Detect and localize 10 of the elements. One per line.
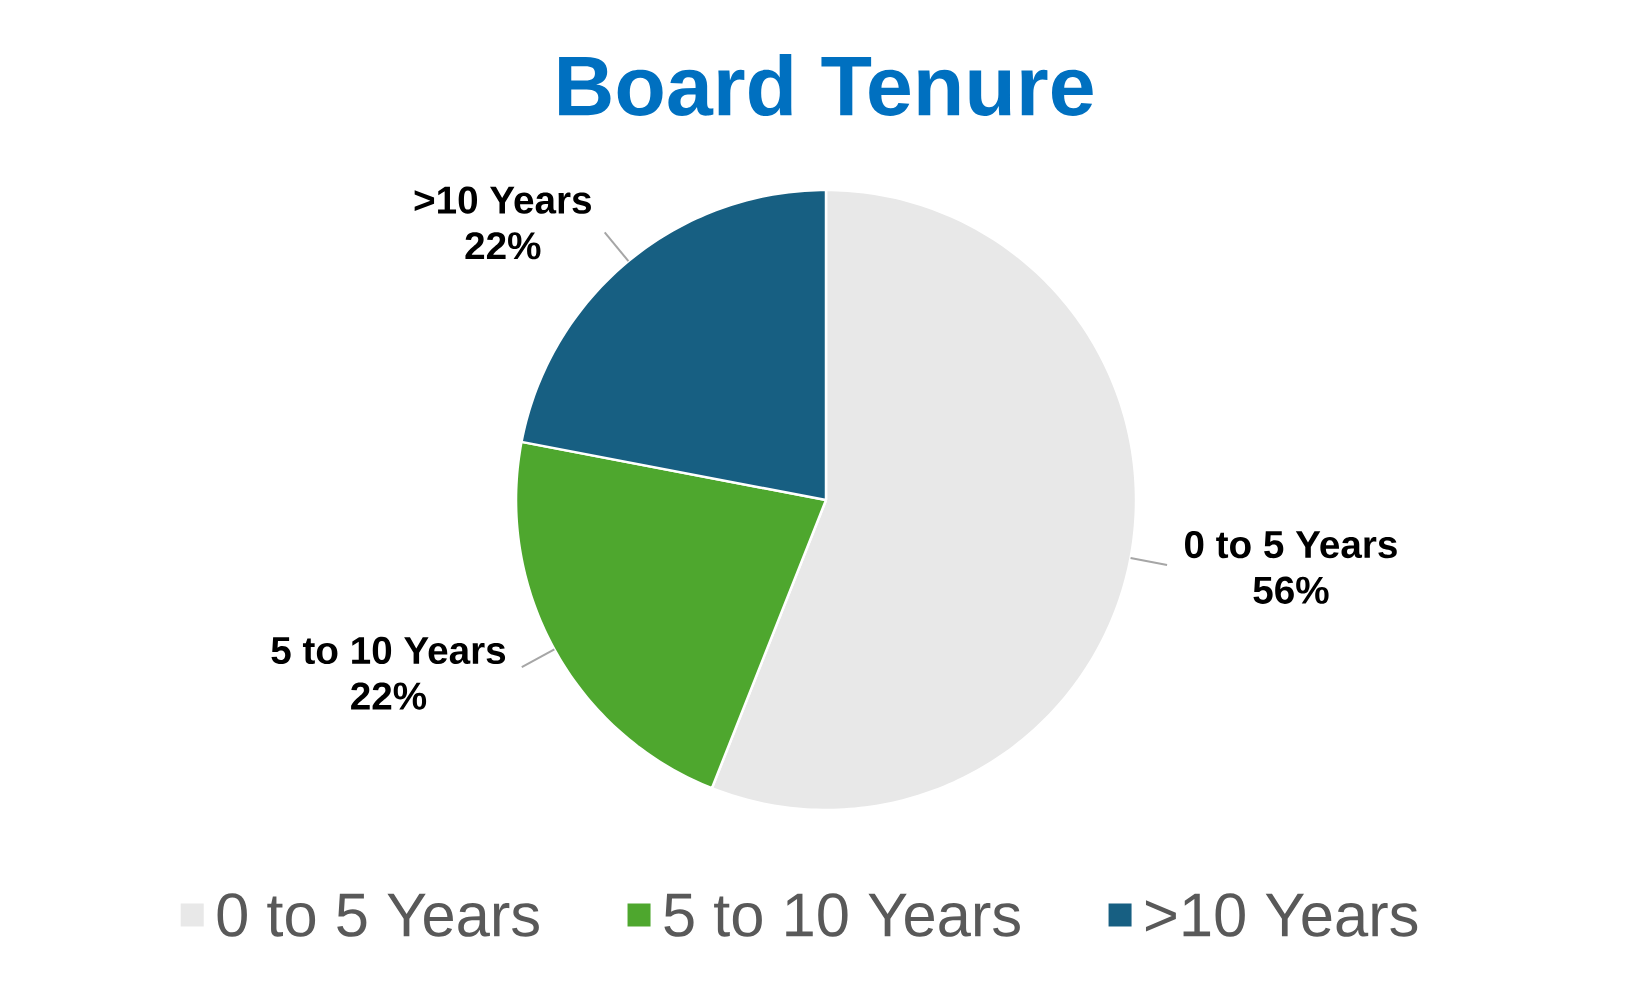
slice-label: 5 to 10 Years <box>271 636 506 665</box>
data-label: 22% <box>465 232 541 260</box>
chart-title: Board Tenure <box>559 54 1093 116</box>
slice-label: 0 to 5 Years <box>1185 530 1397 559</box>
legend-label: 0 to 5 Years <box>217 893 539 937</box>
legend-label: 5 to 10 Years <box>664 893 1020 937</box>
data-label: 22% <box>351 682 427 710</box>
data-label: 56% <box>1253 576 1329 604</box>
legend-label: >10 Years <box>1145 893 1418 937</box>
slice-label: >10 Years <box>414 186 591 214</box>
